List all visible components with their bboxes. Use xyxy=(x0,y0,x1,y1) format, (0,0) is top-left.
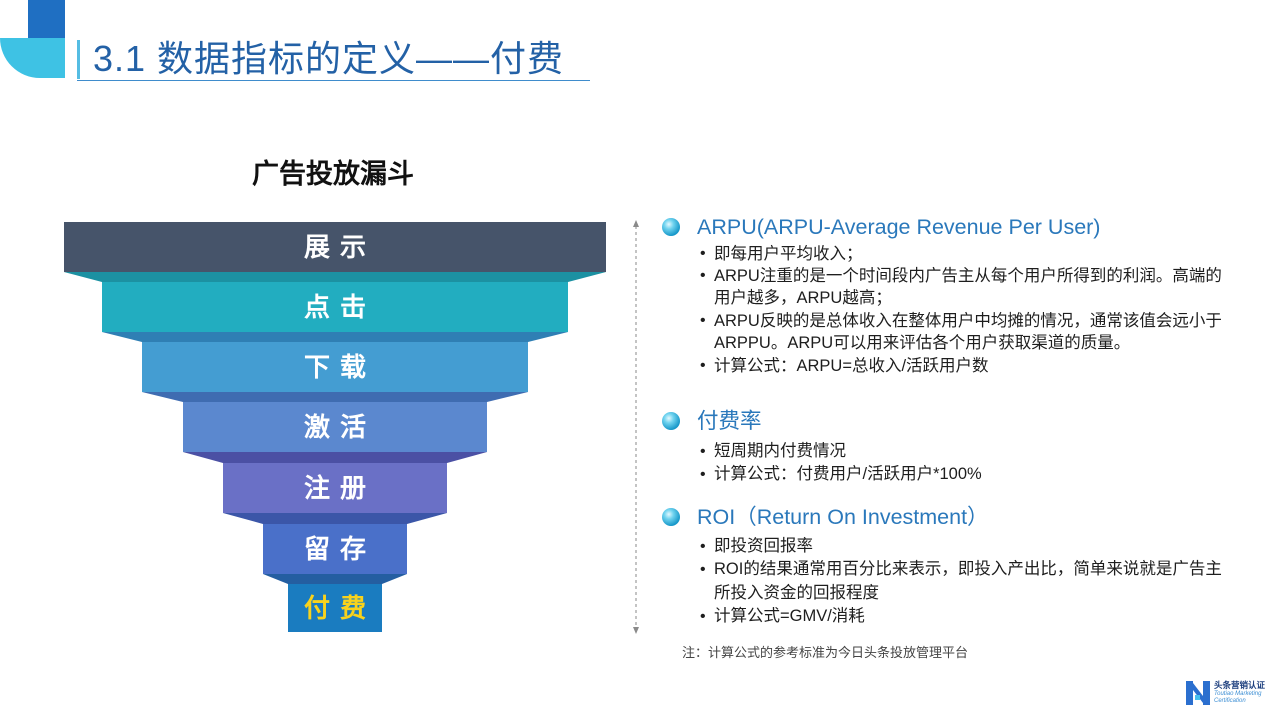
funnel-slope-activation xyxy=(183,452,487,463)
funnel-layer-download xyxy=(142,342,528,392)
bullet-list: 即投资回报率 ROI的结果通常用百分比来表示，即投入产出比，简单来说就是广告主 … xyxy=(700,535,1222,629)
funnel-title: 广告投放漏斗 xyxy=(252,159,414,190)
bullet-line: ROI的结果通常用百分比来表示，即投入产出比，简单来说就是广告主 xyxy=(714,560,1222,578)
logo-text-cn: 头条营销认证 xyxy=(1214,681,1266,691)
bullet-item: 计算公式：付费用户/活跃用户*100% xyxy=(700,463,982,487)
bullet-line: ARPPU。ARPU可以用来评估各个用户获取渠道的质量。 xyxy=(714,334,1131,353)
funnel-label-activation: 激活 xyxy=(304,412,376,443)
funnel-label-payment: 付费 xyxy=(304,594,376,624)
brand-logo: 头条营销认证 Toutiao Marketing Certification xyxy=(1214,681,1265,705)
title-underline xyxy=(77,80,590,81)
bullet-line: 计算公式：ARPU=总收入/活跃用户数 xyxy=(714,356,989,375)
sphere-bullet-icon xyxy=(662,412,680,430)
funnel-layer-registration xyxy=(223,463,447,513)
arrow-down-icon xyxy=(633,627,639,634)
bullet-item: ROI的结果通常用百分比来表示，即投入产出比，简单来说就是广告主 所投入资金的回… xyxy=(700,558,1222,605)
sphere-bullet-icon xyxy=(662,508,680,526)
title-accent-bar xyxy=(77,40,80,79)
logo-text-en: Certification xyxy=(1214,698,1246,704)
funnel-slope-click xyxy=(102,332,568,342)
bullet-line: ARPU注重的是一个时间段内广告主从每个用户所得到的利润。高端的 xyxy=(714,266,1222,285)
funnel-layer-retention xyxy=(263,524,407,574)
bullet-item: 短周期内付费情况 xyxy=(700,440,982,464)
section-pay-rate: 付费率 短周期内付费情况 计算公式：付费用户/活跃用户*100% xyxy=(697,409,982,486)
funnel-layer-activation xyxy=(183,402,487,452)
bullet-item: 计算公式：ARPU=总收入/活跃用户数 xyxy=(700,355,1222,378)
section-heading: 付费率 xyxy=(697,409,762,433)
slide-title: 3.1 数据指标的定义——付费 xyxy=(93,38,565,79)
bullet-line: 计算公式：付费用户/活跃用户*100% xyxy=(714,465,982,483)
logo-text-en: Toutiao Marketing xyxy=(1214,691,1262,697)
bullet-list: 即每用户平均收入； ARPU注重的是一个时间段内广告主从每个用户所得到的利润。高… xyxy=(700,243,1222,378)
funnel-label-impression: 展示 xyxy=(304,233,376,263)
section-heading: ARPU(ARPU-Average Revenue Per User) xyxy=(697,215,1101,239)
funnel-layer-payment xyxy=(288,584,382,632)
corner-block-dark xyxy=(28,0,65,38)
section-heading: ROI（Return On Investment） xyxy=(697,505,989,529)
bullet-item: 即每用户平均收入； xyxy=(700,243,1222,266)
bullet-line: 所投入资金的回报程度 xyxy=(714,583,879,602)
funnel-slope-retention xyxy=(263,574,407,584)
funnel-label-click: 点击 xyxy=(304,292,376,323)
funnel-layer-impression xyxy=(64,222,606,272)
funnel-layer-click xyxy=(102,282,568,332)
bullet-line: 短周期内付费情况 xyxy=(714,441,846,460)
bullet-line: 即每用户平均收入； xyxy=(714,244,863,263)
funnel-label-retention: 留存 xyxy=(304,535,376,565)
section-arpu: ARPU(ARPU-Average Revenue Per User) 即每用户… xyxy=(697,215,1222,377)
funnel-slope-registration xyxy=(223,513,447,524)
bullet-item: 即投资回报率 xyxy=(700,535,1222,559)
bullet-item: ARPU反映的是总体收入在整体用户中均摊的情况，通常该值会远小于 ARPPU。A… xyxy=(700,310,1222,355)
arrow-up-icon xyxy=(633,220,639,227)
funnel-slope-impression xyxy=(64,272,606,282)
bullet-line: 用户越多，ARPU越高； xyxy=(714,289,892,308)
section-roi: ROI（Return On Investment） 即投资回报率 ROI的结果通… xyxy=(697,505,1222,628)
funnel-label-registration: 注册 xyxy=(304,473,376,504)
bullet-line: 即投资回报率 xyxy=(714,536,813,555)
footnote: 注：计算公式的参考标准为今日头条投放管理平台 xyxy=(682,645,969,660)
sphere-bullet-icon xyxy=(662,218,680,236)
bullet-list: 短周期内付费情况 计算公式：付费用户/活跃用户*100% xyxy=(700,440,982,487)
dashed-divider xyxy=(633,220,639,634)
logo-mark-icon xyxy=(1186,681,1210,705)
bullet-line: 计算公式=GMV/消耗 xyxy=(714,607,865,625)
funnel-slope-download xyxy=(142,392,528,402)
funnel-label-download: 下载 xyxy=(304,353,376,383)
bullet-item: ARPU注重的是一个时间段内广告主从每个用户所得到的利润。高端的 用户越多，AR… xyxy=(700,265,1222,310)
ad-funnel: 展示 点击 下载 激活 注册 留存 付费 xyxy=(64,222,606,632)
bullet-line: ARPU反映的是总体收入在整体用户中均摊的情况，通常该值会远小于 xyxy=(714,311,1222,330)
bullet-item: 计算公式=GMV/消耗 xyxy=(700,605,1222,629)
